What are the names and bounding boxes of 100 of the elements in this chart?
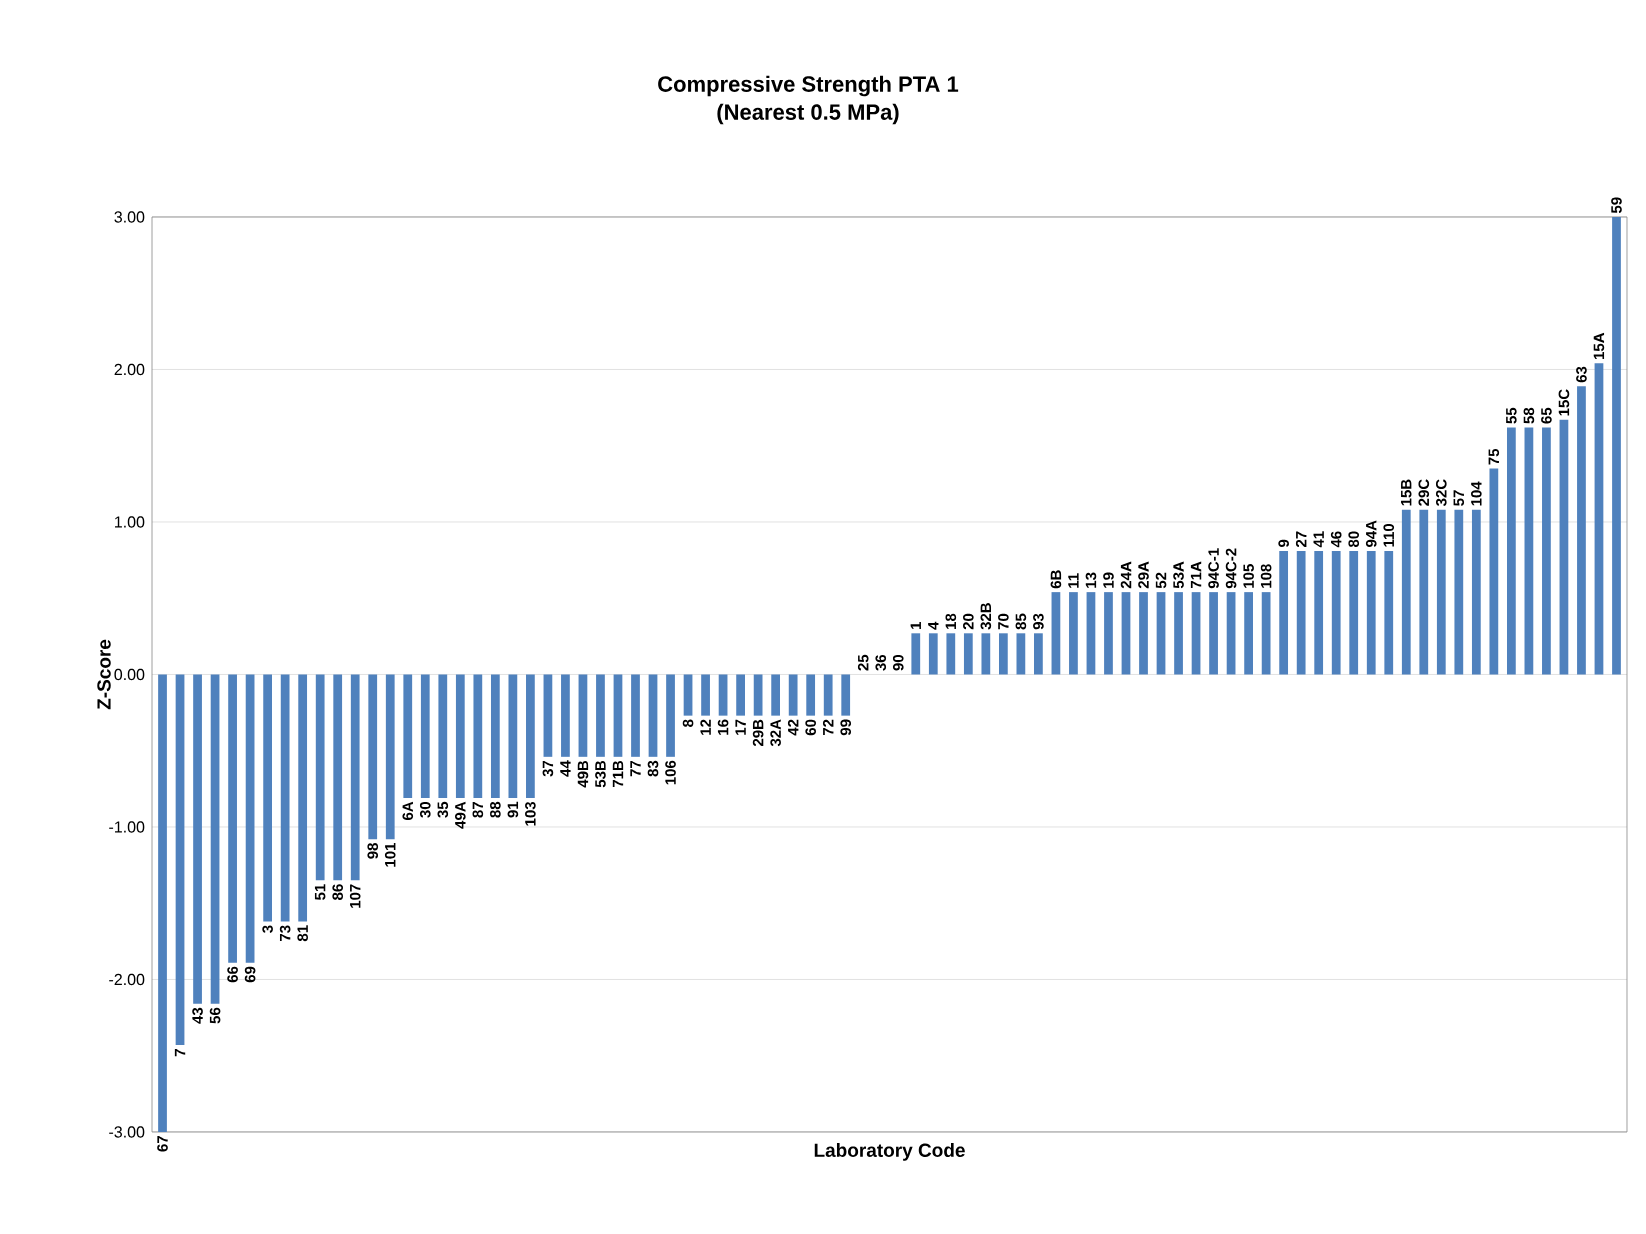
bar [1226,592,1236,675]
bar [526,674,535,799]
x-tick-label: 65 [1541,407,1552,424]
y-tick-label: 3.00 [114,211,145,223]
bar [1279,550,1289,675]
y-tick-label: 0.00 [114,668,145,681]
bar [1577,386,1586,675]
bar [806,674,816,716]
bar [175,674,185,1046]
y-tick-label: -1.00 [109,821,145,833]
bar [1454,509,1464,675]
x-tick-label: 60 [805,719,816,736]
bar [245,674,255,963]
bar [263,674,273,922]
x-tick-label: 91 [507,801,519,818]
bar [1209,592,1218,675]
bar [1086,592,1096,675]
bar [1507,427,1516,675]
bar [613,674,623,757]
bar [1401,509,1411,675]
bar [455,674,465,799]
chart-subtitle: (Nearest 0.5 MPa) [717,103,899,125]
x-tick-label: 36 [875,654,887,671]
bar [1349,550,1359,675]
x-tick-label: 83 [647,760,659,777]
x-tick-label: 15C [1558,389,1570,416]
bar [1366,550,1376,675]
x-tick-label: 70 [998,613,1009,630]
bar [368,674,378,840]
x-tick-label: 72 [822,719,834,736]
bar [210,674,220,1004]
x-tick-label: 29B [752,719,764,747]
x-tick-label: 32A [770,719,781,747]
x-tick-label: 13 [1085,572,1097,588]
x-tick-label: 101 [384,843,396,867]
bar [1489,468,1499,675]
x-tick-label: 93 [1033,613,1044,630]
x-tick-label: 71A [1190,561,1202,589]
x-tick-label: 41 [1313,531,1324,548]
x-tick-label: 29C [1418,479,1430,506]
x-tick-label: 29A [1138,561,1149,589]
bar [1542,427,1551,675]
x-tick-label: 59 [1611,197,1622,214]
y-tick-label: 2.00 [114,363,145,376]
x-tick-label: 94C-1 [1208,548,1219,589]
bar [946,633,956,675]
bar [1331,550,1341,675]
x-tick-label: 73 [279,925,291,941]
x-tick-label: 1 [910,621,921,629]
x-tick-label: 44 [560,760,571,777]
bar [1191,592,1201,675]
y-tick-label: 1.00 [115,516,145,528]
bar [963,633,973,675]
x-tick-label: 85 [1015,613,1027,630]
x-tick-label: 94A [1365,520,1377,548]
x-tick-label: 37 [542,760,554,777]
x-tick-label: 90 [892,655,904,671]
x-tick-label: 30 [419,802,431,818]
x-tick-label: 25 [857,654,869,671]
bar [385,674,395,840]
bar [1261,592,1271,675]
x-tick-label: 110 [1383,523,1395,547]
bar [998,633,1008,675]
bar [841,674,851,716]
bar [701,674,710,716]
x-tick-label: 67 [157,1136,168,1152]
x-tick-label: 58 [1523,407,1535,424]
bar [736,674,745,716]
bar [1174,592,1183,675]
bar [928,633,938,675]
y-tick-label: -3.00 [109,1126,145,1138]
x-axis-title: Laboratory Code [814,1143,965,1161]
bar [420,674,430,799]
x-tick-label: 106 [665,760,676,785]
x-tick-label: 88 [490,801,501,818]
x-tick-label: 18 [945,613,957,629]
bar [1524,427,1534,675]
bar [1384,550,1394,675]
bar [1016,633,1026,675]
bar [508,674,518,799]
bar [1419,509,1429,675]
x-tick-label: 24A [1120,561,1132,589]
bar [490,674,500,799]
x-tick-label: 98 [367,843,379,859]
bar [1104,592,1113,675]
bar [771,674,781,716]
bar [666,674,675,757]
x-tick-label: 103 [525,801,536,826]
x-tick-label: 86 [332,884,344,900]
x-tick-label: 94C-2 [1225,548,1237,589]
x-tick-label: 71B [612,760,624,788]
bar [1471,509,1481,675]
bar [631,674,640,757]
bar [1139,592,1148,675]
x-tick-label: 19 [1103,572,1114,588]
x-tick-label: 53B [595,760,606,788]
x-tick-label: 8 [682,719,694,727]
x-tick-label: 6B [1050,570,1062,589]
bar [1594,363,1604,675]
x-tick-label: 77 [630,760,641,777]
